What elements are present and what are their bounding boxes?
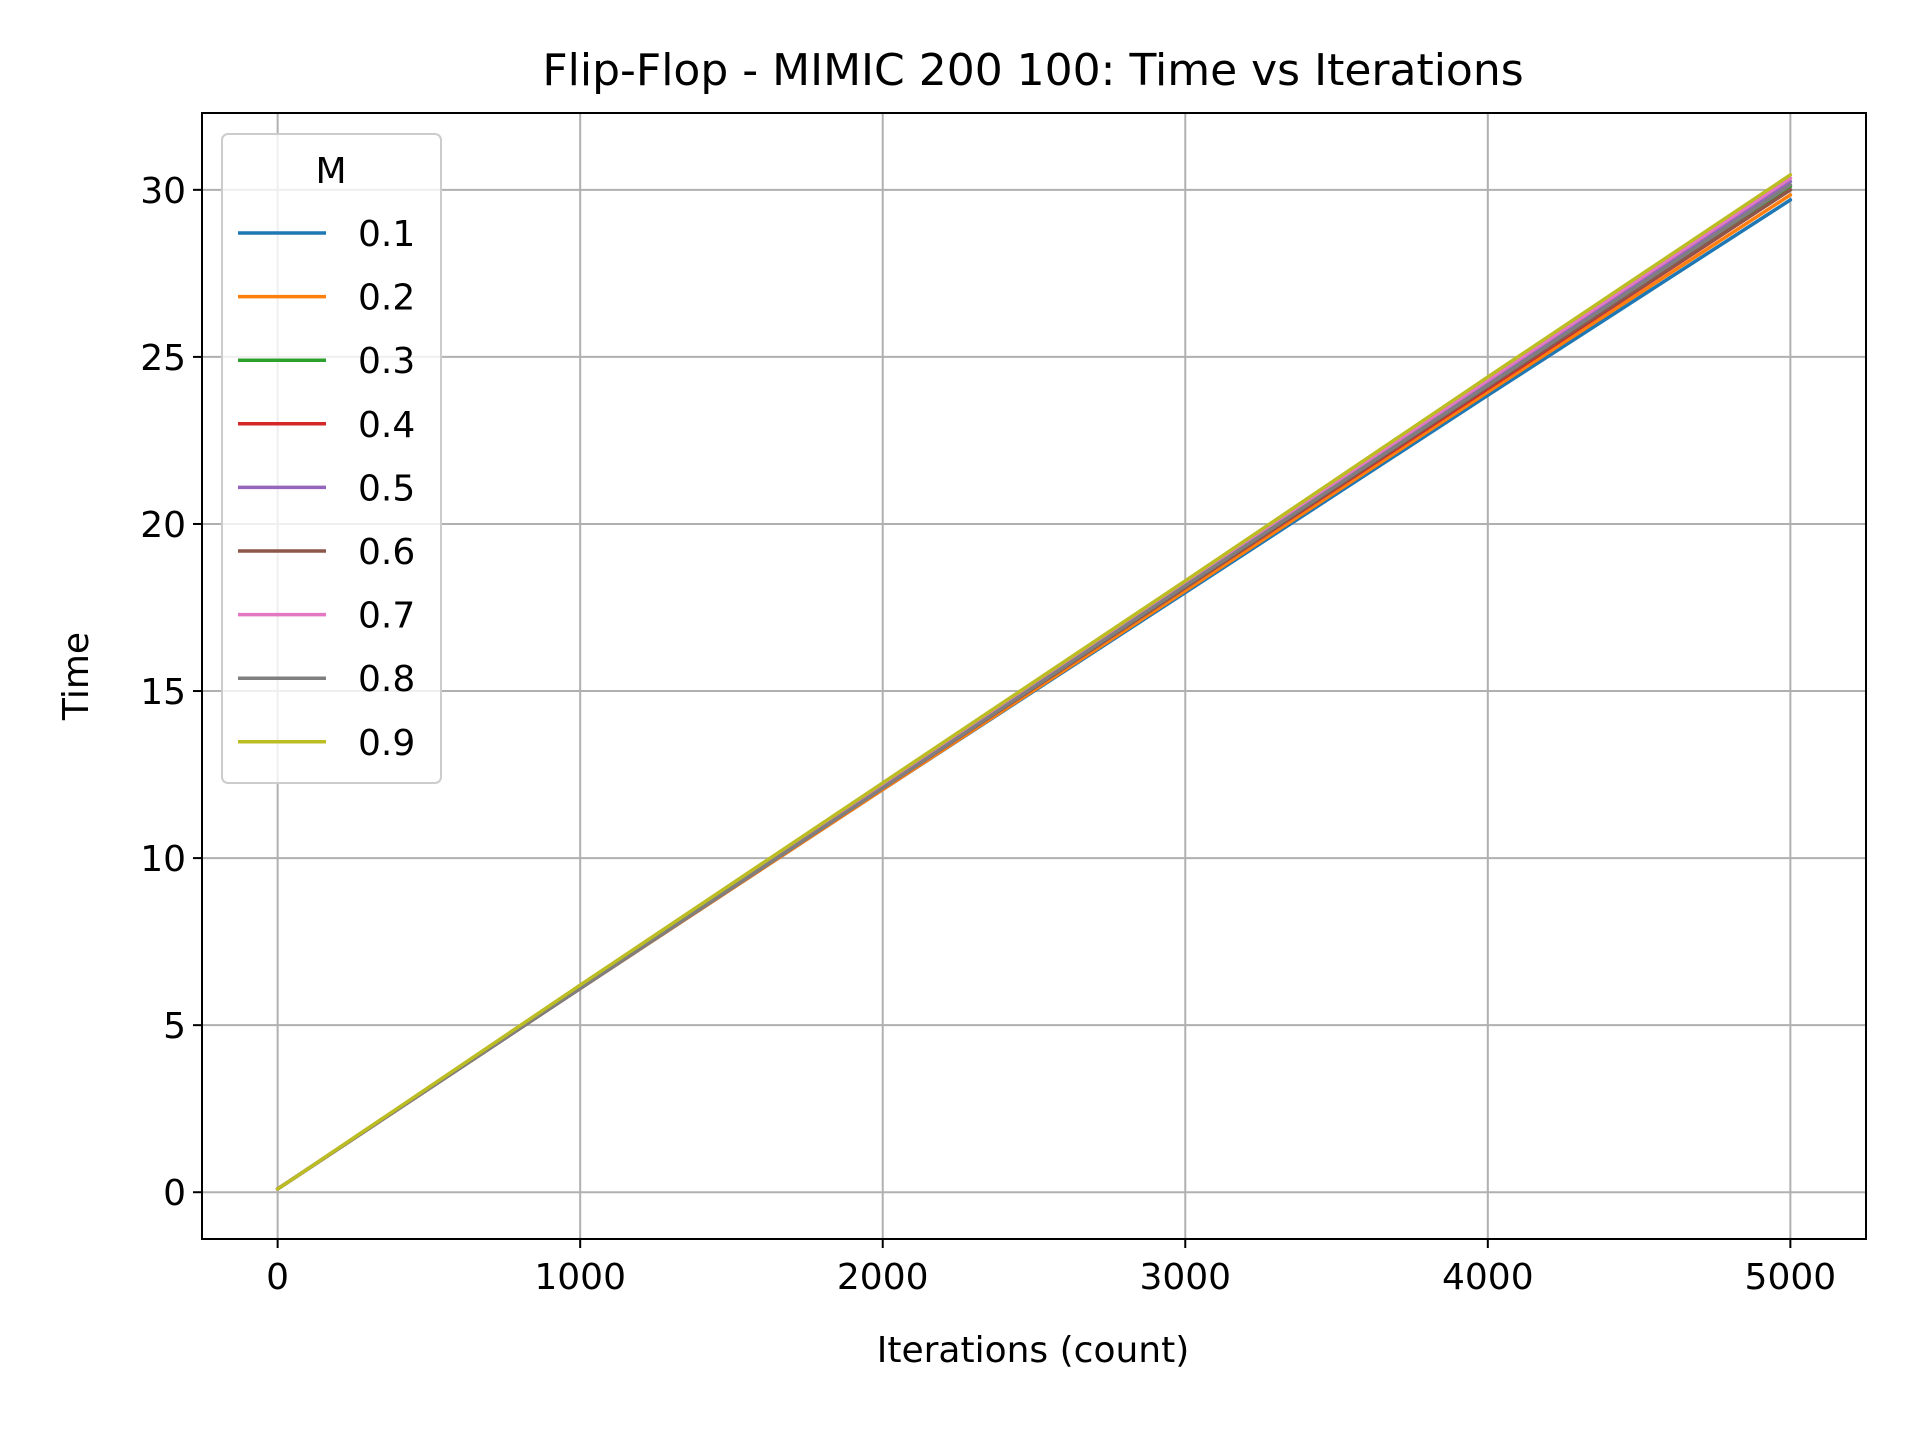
y-tick-label: 10 (140, 839, 186, 880)
y-tick-label: 15 (140, 672, 186, 713)
x-tick-label: 4000 (1442, 1257, 1534, 1298)
y-tick-label: 30 (140, 171, 186, 212)
y-tick-label: 0 (163, 1173, 186, 1214)
y-tick-label: 5 (163, 1006, 186, 1047)
legend-label-0.5: 0.5 (358, 468, 415, 509)
y-tick-label: 20 (140, 505, 186, 546)
chart-title: Flip-Flop - MIMIC 200 100: Time vs Itera… (542, 45, 1523, 96)
plot-frame (201, 112, 1867, 1240)
grid (202, 113, 1866, 1239)
legend: M 0.1 0.2 0.3 0.4 0.5 0.6 0.7 0.8 0.9 (221, 133, 442, 784)
series-lines (275, 173, 1793, 1191)
series-line-0.9 (275, 173, 1793, 1191)
legend-label-0.7: 0.7 (358, 596, 415, 637)
legend-label-0.4: 0.4 (358, 405, 415, 446)
legend-items: 0.1 0.2 0.3 0.4 0.5 0.6 0.7 0.8 0.9 (238, 214, 415, 764)
legend-label-0.8: 0.8 (358, 659, 415, 700)
legend-label-0.9: 0.9 (358, 723, 415, 764)
x-axis-label: Iterations (count) (877, 1330, 1190, 1371)
x-axis-ticks: 0 1000 2000 3000 4000 5000 (266, 1239, 1836, 1298)
legend-title: M (315, 151, 346, 192)
legend-label-0.1: 0.1 (358, 214, 415, 255)
legend-label-0.3: 0.3 (358, 341, 415, 382)
y-axis-label: Time (56, 632, 97, 721)
x-tick-label: 2000 (837, 1257, 929, 1298)
y-tick-label: 25 (140, 338, 186, 379)
legend-label-0.6: 0.6 (358, 532, 415, 573)
y-axis-ticks: 0 5 10 15 20 25 30 (140, 171, 202, 1214)
x-tick-label: 3000 (1139, 1257, 1231, 1298)
x-tick-label: 5000 (1745, 1257, 1837, 1298)
x-tick-label: 1000 (534, 1257, 626, 1298)
legend-label-0.2: 0.2 (358, 278, 415, 319)
x-tick-label: 0 (266, 1257, 289, 1298)
